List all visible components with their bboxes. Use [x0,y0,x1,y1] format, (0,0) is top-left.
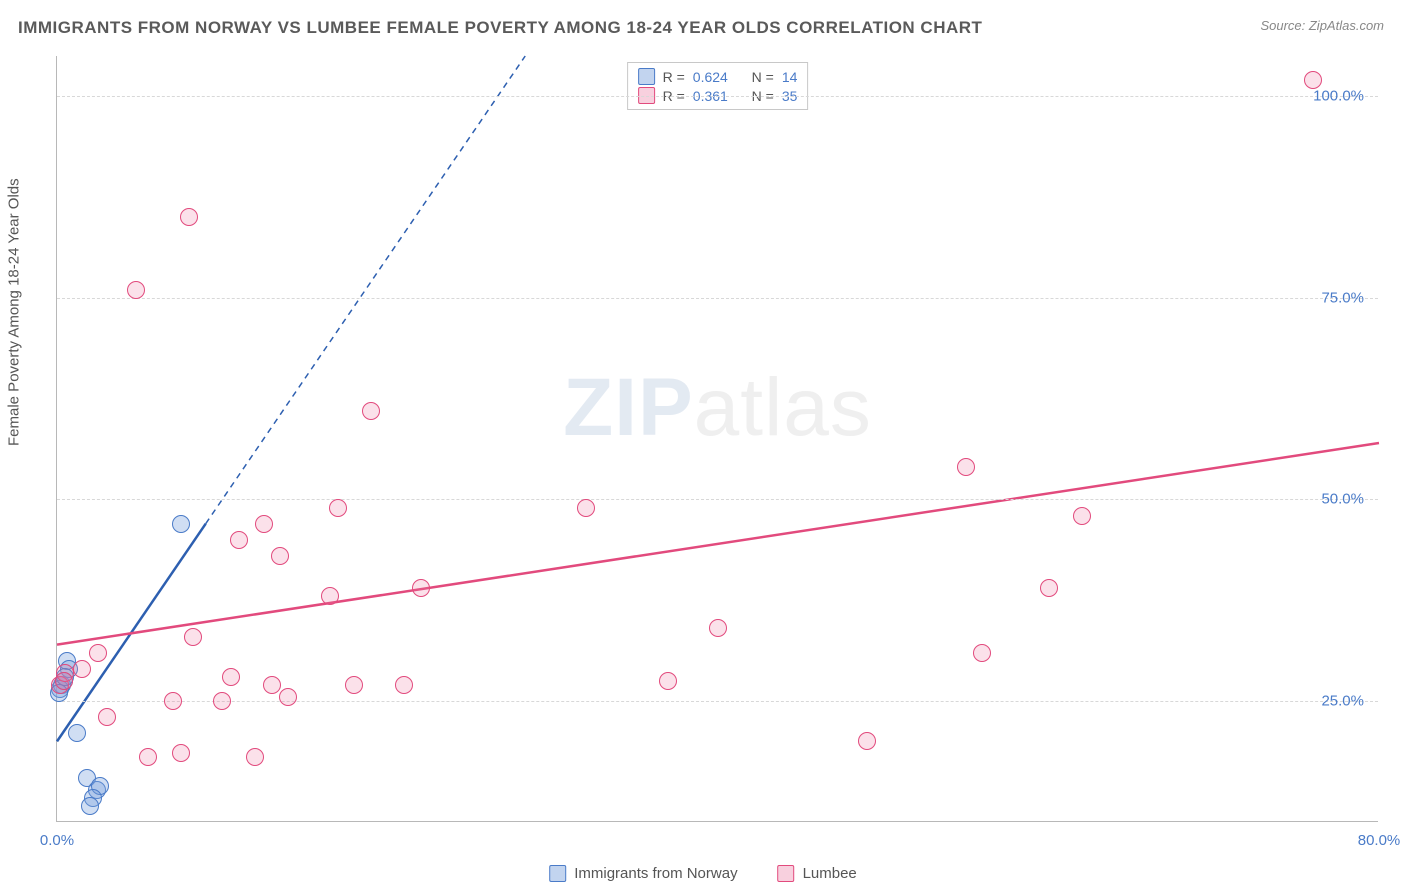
data-point-lumbee [659,672,677,690]
data-point-lumbee [362,402,380,420]
r-value: 0.624 [693,69,728,85]
xtick-label: 0.0% [40,832,74,849]
data-point-lumbee [345,676,363,694]
correlation-legend: R = 0.624 N = 14 R = 0.361 N = 35 [627,62,809,110]
n-label: N = [752,69,774,85]
data-point-lumbee [957,458,975,476]
data-point-lumbee [412,579,430,597]
r-label: R = [663,69,685,85]
data-point-lumbee [1304,71,1322,89]
data-point-lumbee [255,515,273,533]
legend-label: Immigrants from Norway [574,865,737,882]
watermark-zip: ZIP [563,362,694,453]
xtick-label: 80.0% [1358,832,1401,849]
data-point-lumbee [321,587,339,605]
gridline [57,96,1378,97]
swatch-pink-icon [778,865,795,882]
data-point-lumbee [213,692,231,710]
data-point-lumbee [329,499,347,517]
data-point-norway [68,724,86,742]
data-point-lumbee [709,619,727,637]
gridline [57,298,1378,299]
data-point-lumbee [55,672,73,690]
series-legend: Immigrants from Norway Lumbee [549,865,857,882]
gridline [57,701,1378,702]
data-point-norway [81,797,99,815]
data-point-lumbee [395,676,413,694]
legend-row-norway: R = 0.624 N = 14 [638,67,798,86]
swatch-blue-icon [549,865,566,882]
data-point-lumbee [577,499,595,517]
data-point-lumbee [139,748,157,766]
data-point-lumbee [127,281,145,299]
trendline [206,56,525,524]
ytick-label: 50.0% [1321,491,1364,508]
swatch-blue-icon [638,68,655,85]
data-point-lumbee [180,208,198,226]
data-point-lumbee [73,660,91,678]
n-value: 14 [782,69,798,85]
data-point-lumbee [1073,507,1091,525]
data-point-lumbee [184,628,202,646]
watermark-atlas: atlas [694,362,872,453]
data-point-lumbee [279,688,297,706]
data-point-lumbee [172,744,190,762]
data-point-lumbee [89,644,107,662]
data-point-lumbee [263,676,281,694]
data-point-lumbee [230,531,248,549]
legend-label: Lumbee [803,865,857,882]
ytick-label: 75.0% [1321,289,1364,306]
gridline [57,499,1378,500]
trendlines-svg [57,56,1378,821]
ytick-label: 25.0% [1321,693,1364,710]
data-point-lumbee [222,668,240,686]
legend-item-norway: Immigrants from Norway [549,865,737,882]
legend-item-lumbee: Lumbee [778,865,857,882]
data-point-norway [172,515,190,533]
watermark: ZIPatlas [563,361,872,455]
data-point-lumbee [98,708,116,726]
data-point-lumbee [973,644,991,662]
y-axis-label: Female Poverty Among 18-24 Year Olds [6,178,23,446]
data-point-lumbee [1040,579,1058,597]
ytick-label: 100.0% [1313,88,1364,105]
data-point-lumbee [164,692,182,710]
data-point-lumbee [271,547,289,565]
source-label: Source: ZipAtlas.com [1260,18,1384,33]
data-point-lumbee [246,748,264,766]
chart-title: IMMIGRANTS FROM NORWAY VS LUMBEE FEMALE … [18,18,982,38]
data-point-lumbee [858,732,876,750]
plot-area: ZIPatlas R = 0.624 N = 14 R = 0.361 N = … [56,56,1378,822]
trendline [57,443,1379,645]
